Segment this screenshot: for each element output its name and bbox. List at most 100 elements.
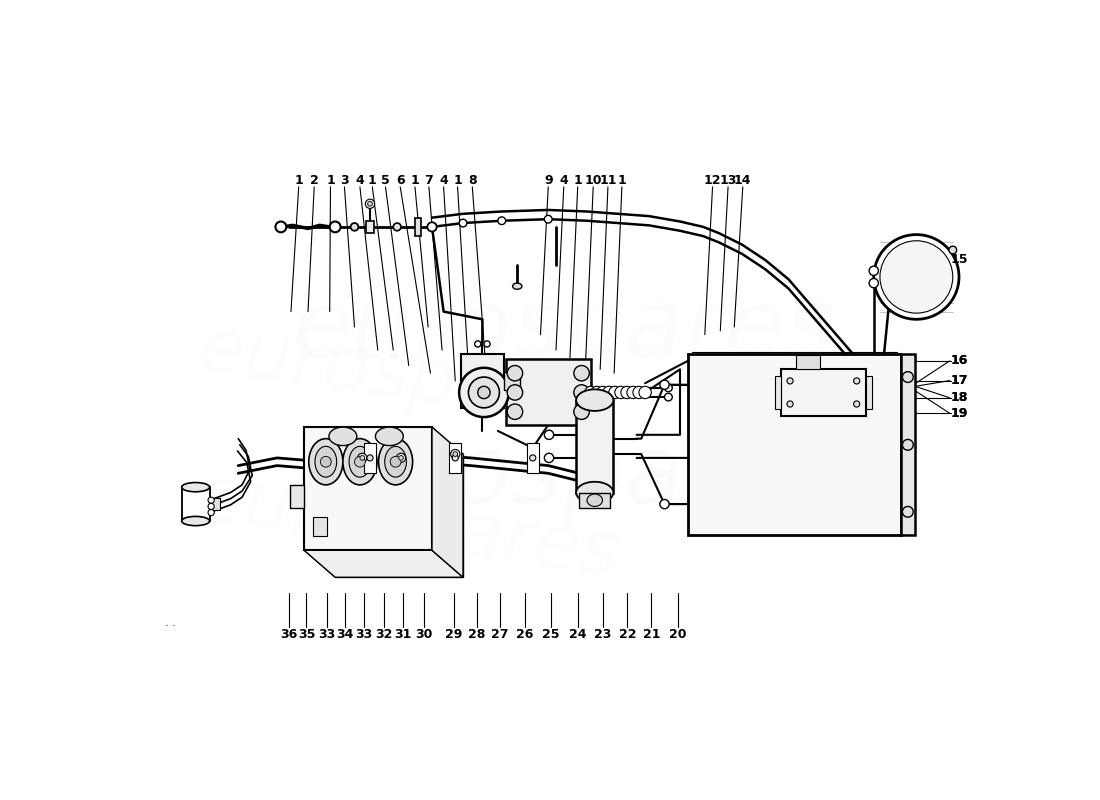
- Text: 33: 33: [318, 629, 336, 642]
- Bar: [504, 372, 519, 390]
- Circle shape: [208, 497, 214, 503]
- Text: 17: 17: [950, 374, 968, 387]
- Circle shape: [459, 219, 466, 227]
- Bar: [366, 221, 374, 233]
- Ellipse shape: [182, 517, 210, 526]
- Circle shape: [880, 241, 953, 313]
- Ellipse shape: [574, 385, 590, 400]
- Circle shape: [639, 386, 651, 398]
- Circle shape: [208, 503, 214, 510]
- Bar: [182, 487, 210, 521]
- Ellipse shape: [375, 427, 404, 446]
- Text: 35: 35: [298, 629, 315, 642]
- Circle shape: [660, 499, 669, 509]
- Text: 1: 1: [573, 174, 582, 187]
- Circle shape: [427, 222, 437, 231]
- Text: 4: 4: [355, 174, 364, 187]
- Text: 27: 27: [492, 629, 509, 642]
- Circle shape: [453, 452, 458, 456]
- Bar: [901, 354, 915, 535]
- Ellipse shape: [513, 283, 521, 290]
- Ellipse shape: [574, 404, 590, 419]
- Circle shape: [544, 215, 552, 223]
- Ellipse shape: [349, 446, 371, 477]
- Circle shape: [398, 455, 404, 460]
- Text: 22: 22: [618, 629, 636, 642]
- Ellipse shape: [576, 482, 614, 503]
- Text: 19: 19: [950, 406, 968, 420]
- Text: 18: 18: [950, 391, 968, 404]
- Circle shape: [320, 456, 331, 467]
- Ellipse shape: [574, 366, 590, 381]
- Circle shape: [664, 394, 672, 401]
- Ellipse shape: [329, 427, 356, 446]
- Circle shape: [786, 378, 793, 384]
- Text: 9: 9: [543, 174, 552, 187]
- Bar: [688, 354, 901, 535]
- Text: 19: 19: [950, 406, 968, 420]
- Text: 28: 28: [469, 629, 485, 642]
- Text: eurospares: eurospares: [192, 461, 625, 594]
- Text: eurospares: eurospares: [192, 313, 625, 446]
- Bar: [415, 218, 421, 236]
- Circle shape: [544, 430, 553, 439]
- Text: 34: 34: [337, 629, 354, 642]
- Circle shape: [854, 401, 860, 407]
- Bar: [210, 498, 220, 510]
- Text: 2: 2: [310, 174, 319, 187]
- Text: 12: 12: [704, 174, 722, 187]
- Circle shape: [627, 386, 639, 398]
- Text: 36: 36: [280, 629, 297, 642]
- Ellipse shape: [309, 438, 343, 485]
- Ellipse shape: [507, 385, 522, 400]
- Bar: [527, 442, 539, 474]
- Circle shape: [367, 202, 372, 206]
- Circle shape: [902, 506, 913, 517]
- Circle shape: [869, 266, 879, 275]
- Circle shape: [596, 386, 609, 398]
- Bar: [314, 517, 328, 537]
- Circle shape: [591, 386, 603, 398]
- Text: 6: 6: [396, 174, 405, 187]
- Circle shape: [902, 372, 913, 382]
- Circle shape: [786, 401, 793, 407]
- Text: 30: 30: [416, 629, 433, 642]
- Text: 5: 5: [381, 174, 389, 187]
- Circle shape: [474, 341, 481, 347]
- Circle shape: [452, 455, 459, 461]
- Circle shape: [484, 341, 491, 347]
- Ellipse shape: [182, 482, 210, 492]
- Text: 24: 24: [569, 629, 586, 642]
- Circle shape: [394, 223, 402, 230]
- Text: 33: 33: [355, 629, 373, 642]
- Circle shape: [351, 223, 359, 230]
- Circle shape: [620, 386, 634, 398]
- Bar: [336, 454, 463, 578]
- Text: 25: 25: [542, 629, 559, 642]
- Text: 1: 1: [295, 174, 304, 187]
- Text: 3: 3: [340, 174, 349, 187]
- Ellipse shape: [378, 438, 412, 485]
- Text: 4: 4: [560, 174, 568, 187]
- Circle shape: [208, 510, 214, 516]
- Text: 29: 29: [446, 629, 462, 642]
- Polygon shape: [432, 427, 463, 578]
- Circle shape: [902, 439, 913, 450]
- Circle shape: [544, 454, 553, 462]
- Circle shape: [451, 450, 460, 458]
- Text: 1: 1: [326, 174, 334, 187]
- Circle shape: [660, 380, 669, 390]
- Circle shape: [869, 278, 879, 288]
- Text: 31: 31: [394, 629, 411, 642]
- Polygon shape: [304, 550, 463, 578]
- Ellipse shape: [315, 446, 337, 477]
- Circle shape: [530, 455, 536, 461]
- Bar: [364, 442, 376, 474]
- Circle shape: [390, 456, 402, 467]
- Text: 1: 1: [453, 174, 462, 187]
- Text: eurospares: eurospares: [292, 431, 836, 525]
- Circle shape: [469, 377, 499, 408]
- Ellipse shape: [385, 446, 406, 477]
- Text: 7: 7: [425, 174, 433, 187]
- Bar: [781, 370, 866, 415]
